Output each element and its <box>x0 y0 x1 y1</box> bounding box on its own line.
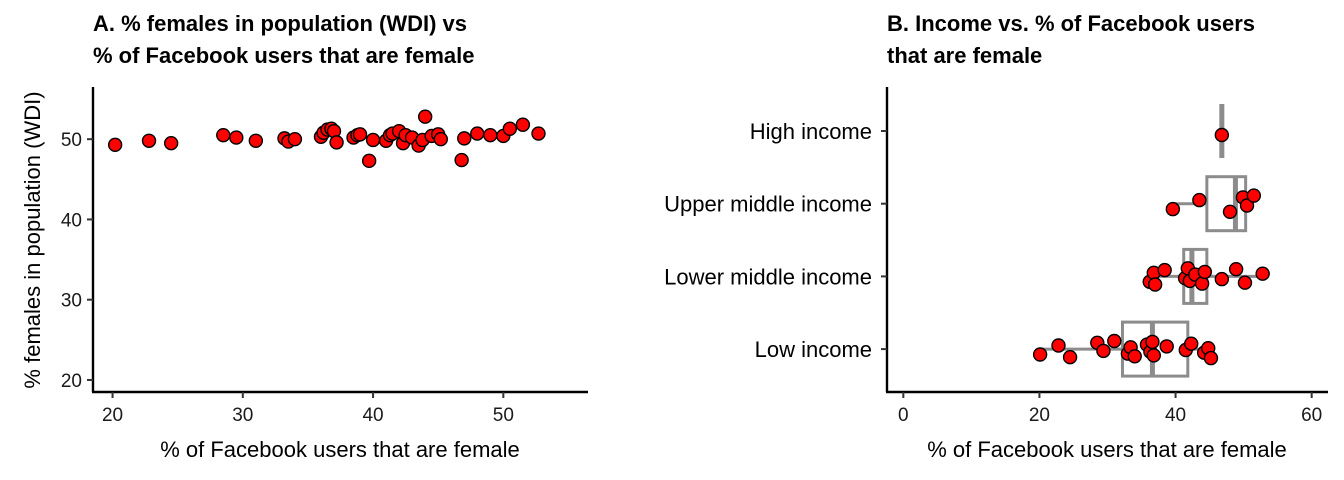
panel-a-x-tick-label: 50 <box>493 405 514 426</box>
panel-a-point <box>352 127 368 142</box>
panel-b-category-label: Low income <box>755 337 872 362</box>
panel-a-point <box>483 127 498 143</box>
panel-b-title-line1: B. Income vs. % of Facebook users <box>887 11 1255 36</box>
panel-b-point <box>1157 262 1172 278</box>
panel-b-category-ticks: High income Upper middle income Lower midd… <box>664 119 887 362</box>
panel-b-category-label: Lower middle income <box>664 264 872 289</box>
panel-b-title-line2: that are female <box>887 43 1042 68</box>
panel-b-point <box>1214 271 1230 287</box>
panel-a-x-tick-label: 20 <box>102 405 123 426</box>
panel-b-point <box>1051 338 1066 353</box>
panel-a-points <box>107 109 546 169</box>
panel-a-x-label: % of Facebook users that are female <box>160 437 520 462</box>
panel-a-y-tick-label: 20 <box>61 371 82 392</box>
panel-a-point <box>163 135 179 151</box>
panel-b-category-label: High income <box>750 119 872 144</box>
panel-a-point <box>141 133 157 148</box>
panel-b-point <box>1222 204 1238 220</box>
panel-b-point <box>1246 188 1262 203</box>
panel-b-point <box>1159 339 1174 354</box>
panel-b-point <box>1239 198 1255 213</box>
panel-a-y-tick-label: 40 <box>61 210 82 231</box>
panel-a-x-tick-label: 30 <box>232 405 253 426</box>
panel-a-point <box>470 126 485 141</box>
panel-b-x-tick-label: 0 <box>898 405 909 426</box>
panel-a-point <box>248 133 264 148</box>
panel-b-category-label: Upper middle income <box>664 192 872 217</box>
panel-a-point <box>454 152 469 168</box>
panel-b-point <box>1192 192 1207 208</box>
panel-b-points <box>1032 127 1270 366</box>
panel-b-x-tick-label: 20 <box>1029 405 1050 426</box>
panel-a-y-tick-label: 50 <box>61 130 82 151</box>
panel-a-x-tick-label: 40 <box>362 405 383 426</box>
panel-b-point <box>1146 348 1161 363</box>
panel-b-point <box>1165 201 1181 217</box>
panel-b-point <box>1228 262 1244 277</box>
panel-b-point <box>1197 264 1213 280</box>
panel-a-point <box>417 109 433 124</box>
panel-b-point <box>1237 275 1253 290</box>
panel-a: A. % females in population (WDI) vs % of… <box>20 11 588 462</box>
panel-a-title-line1: A. % females in population (WDI) vs <box>93 11 467 36</box>
panel-b-point <box>1214 127 1230 143</box>
panel-a-point <box>531 126 546 141</box>
panel-b-point <box>1062 350 1078 365</box>
panel-b-point <box>1127 349 1142 364</box>
panel-a-point <box>433 131 449 147</box>
panel-a-title-line2: % of Facebook users that are female <box>93 43 474 68</box>
panel-b-point <box>1194 276 1210 291</box>
panel-a-point <box>361 153 377 169</box>
panel-b-point <box>1255 266 1270 281</box>
panel-b-point <box>1096 343 1111 359</box>
panel-a-y-ticks: 20 30 40 50 <box>61 130 93 392</box>
panel-b-x-tick-label: 60 <box>1301 405 1322 426</box>
panel-b-x-ticks: 0 20 40 60 <box>898 392 1322 426</box>
panel-a-point <box>457 131 472 146</box>
panel-b-point <box>1184 336 1199 351</box>
panel-a-point <box>107 137 123 152</box>
panel-a-point <box>229 130 244 145</box>
panel-a-point <box>502 121 518 136</box>
panel-b: B. Income vs. % of Facebook users that a… <box>664 11 1328 462</box>
panel-a-point <box>515 117 531 132</box>
panel-a-point <box>287 131 303 147</box>
panel-a-y-tick-label: 30 <box>61 291 82 312</box>
panel-b-point <box>1107 333 1122 349</box>
panel-a-point <box>329 135 344 150</box>
panel-b-x-tick-label: 40 <box>1165 405 1186 426</box>
panel-b-point <box>1032 347 1048 362</box>
panel-b-point <box>1145 334 1160 350</box>
panel-a-point <box>365 132 381 148</box>
panel-b-point <box>1147 277 1163 292</box>
panel-a-y-label: % females in population (WDI) <box>20 91 45 388</box>
panel-b-point <box>1203 350 1219 366</box>
panel-a-point <box>216 127 231 143</box>
panel-a-x-ticks: 20 30 40 50 <box>102 392 514 426</box>
panel-b-x-label: % of Facebook users that are female <box>927 437 1287 462</box>
